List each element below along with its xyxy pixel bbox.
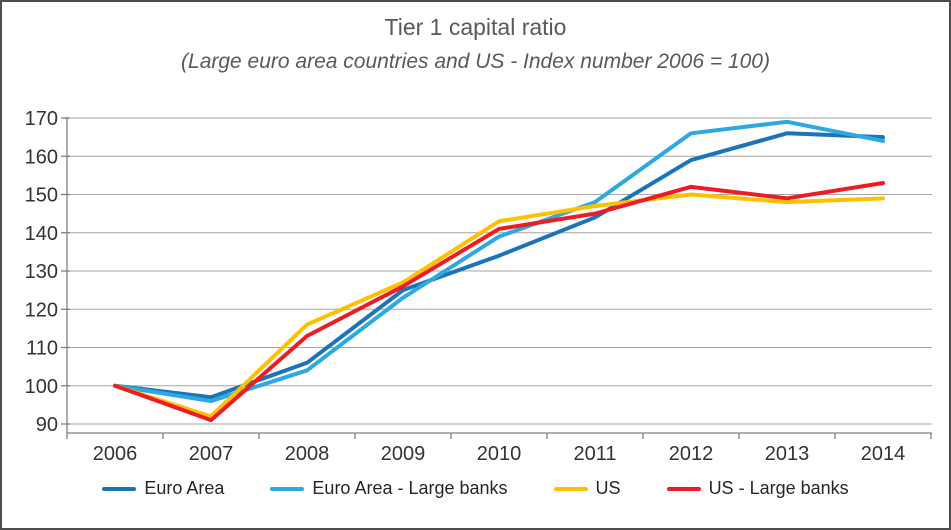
y-tick-label-100: 100 bbox=[25, 376, 58, 398]
x-tick-label-2008: 2008 bbox=[285, 443, 330, 465]
legend-item-us-large-banks[interactable]: US - Large banks bbox=[666, 478, 849, 499]
legend-item-euro-area[interactable]: Euro Area bbox=[102, 478, 224, 499]
series-line-euro-area-large-banks bbox=[113, 119, 885, 404]
legend-swatch-euro-area-large-banks bbox=[270, 486, 305, 491]
legend-item-us[interactable]: US bbox=[553, 478, 621, 499]
series-line-us bbox=[113, 192, 885, 419]
y-tick-label-160: 160 bbox=[25, 146, 58, 168]
legend-swatch-us-large-banks bbox=[666, 486, 701, 491]
x-tick-label-2011: 2011 bbox=[573, 443, 616, 465]
chart-subtitle: (Large euro area countries and US - Inde… bbox=[181, 50, 770, 73]
y-tick-label-90: 90 bbox=[36, 414, 58, 436]
y-tick-label-130: 130 bbox=[25, 261, 58, 283]
legend-swatch-euro-area bbox=[102, 486, 137, 491]
x-tick-label-2012: 2012 bbox=[669, 443, 714, 465]
y-tick-label-140: 140 bbox=[25, 223, 58, 245]
series-line-us-large-banks bbox=[113, 181, 885, 423]
legend-item-euro-area-large-banks[interactable]: Euro Area - Large banks bbox=[270, 478, 508, 499]
x-tick-label-2010: 2010 bbox=[477, 443, 522, 465]
y-tick-label-110: 110 bbox=[26, 338, 58, 360]
series-line-euro-area bbox=[113, 131, 885, 400]
legend-swatch-us bbox=[553, 486, 588, 491]
x-tick-label-2014: 2014 bbox=[861, 443, 906, 465]
x-tick-label-2013: 2013 bbox=[765, 443, 810, 465]
x-tick-label-2007: 2007 bbox=[189, 443, 234, 465]
y-tick-label-120: 120 bbox=[25, 299, 58, 321]
y-tick-label-170: 170 bbox=[25, 108, 58, 130]
y-tick-label-150: 150 bbox=[25, 185, 58, 207]
x-tick-label-2009: 2009 bbox=[381, 443, 426, 465]
legend-label-us-large-banks: US - Large banks bbox=[708, 478, 849, 498]
legend: Euro Area Euro Area - Large banks US US … bbox=[2, 478, 949, 499]
chart-title: Tier 1 capital ratio bbox=[384, 14, 567, 40]
x-tick-label-2006: 2006 bbox=[93, 443, 138, 465]
legend-label-euro-area: Euro Area bbox=[144, 478, 225, 498]
legend-label-euro-area-large-banks: Euro Area - Large banks bbox=[312, 478, 508, 498]
legend-label-us: US bbox=[595, 478, 621, 498]
